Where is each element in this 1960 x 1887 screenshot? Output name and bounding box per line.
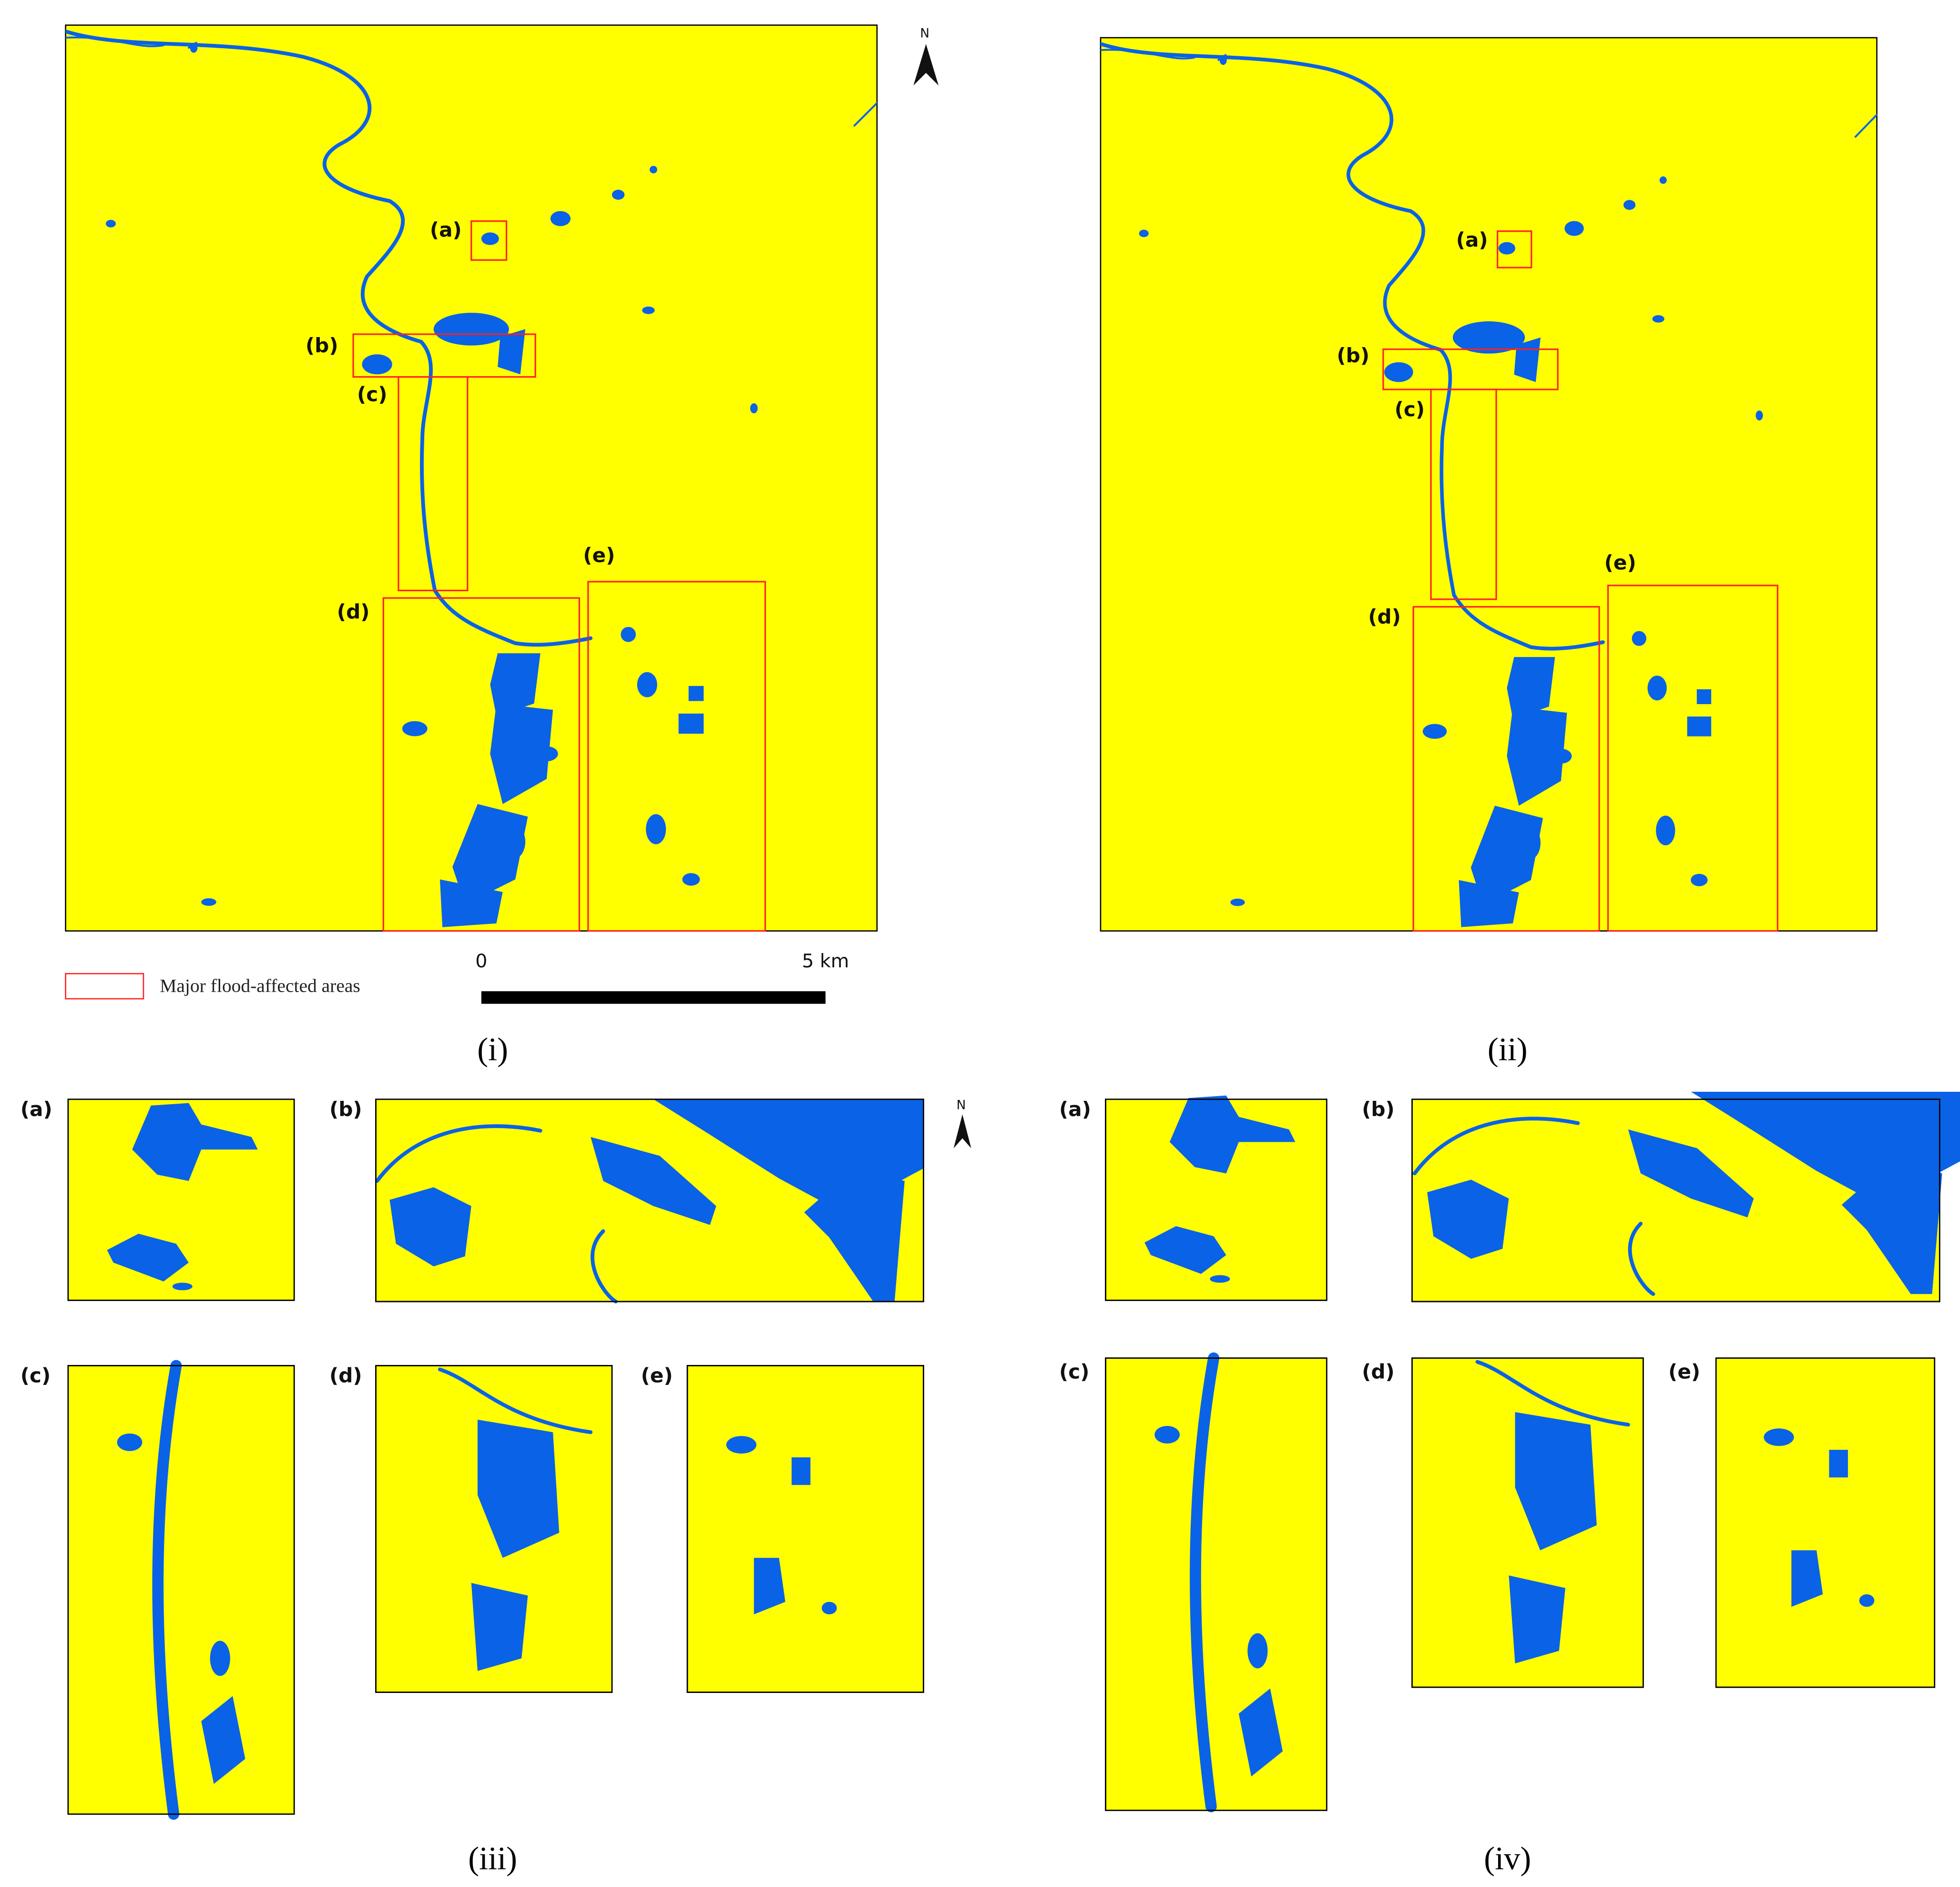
inset-map <box>67 1365 295 1815</box>
box-label: (b) <box>306 334 338 357</box>
panel-iii: (a) (b) (c) (d) (e) N (iii) <box>20 1097 971 1877</box>
panel-caption: (ii) <box>1488 1031 1528 1067</box>
box-label: (e) <box>1604 551 1636 574</box>
panel-caption: (iii) <box>468 1840 517 1877</box>
inset-label: (b) <box>329 1097 362 1121</box>
box-label: (e) <box>583 544 615 567</box>
area-box <box>470 220 508 261</box>
inset-label: (c) <box>20 1364 51 1387</box>
panel-ii: (a) (b) (c) (d) (e) (ii) <box>1100 37 1878 1067</box>
area-box <box>398 376 469 592</box>
scale-label: 0 <box>475 950 487 972</box>
inset-map <box>686 1365 924 1693</box>
box-label: (c) <box>357 383 388 406</box>
inset-label: (e) <box>1668 1360 1700 1384</box>
north-label: N <box>957 1098 966 1112</box>
box-label: (d) <box>1368 605 1401 628</box>
inset-label: (e) <box>641 1364 673 1387</box>
panel-caption: (i) <box>477 1031 508 1067</box>
inset-map <box>1715 1357 1936 1688</box>
inset-label: (b) <box>1362 1097 1395 1121</box>
north-arrow <box>953 1114 971 1149</box>
inset-label: (c) <box>1059 1360 1090 1384</box>
inset-frame <box>1411 1098 1940 1302</box>
box-label: (c) <box>1395 398 1425 421</box>
inset-frame <box>1105 1098 1327 1301</box>
inset-frame <box>1715 1357 1936 1688</box>
box-label: (b) <box>1337 344 1369 367</box>
box-label: (a) <box>1456 228 1488 251</box>
scale-label: 5 km <box>802 950 849 972</box>
panel-iv: (a) (b) (c) (d) (e) (iv) <box>1059 1092 1960 1877</box>
area-box <box>1607 585 1778 932</box>
legend-label: Major flood-affected areas <box>160 975 360 996</box>
area-box <box>382 597 580 932</box>
box-label: (d) <box>337 600 370 623</box>
north-label: N <box>920 27 929 41</box>
inset-frame <box>1105 1357 1327 1811</box>
area-box <box>1497 230 1532 268</box>
north-arrow <box>913 44 939 86</box>
panel-i: (a) (b) (c) (d) (e) N Major flood-affect… <box>65 24 939 1067</box>
box-label: (a) <box>430 218 462 241</box>
inset-label: (d) <box>1362 1360 1395 1384</box>
inset-map <box>1105 1357 1327 1811</box>
inset-frame <box>686 1365 924 1693</box>
area-box <box>1430 389 1497 600</box>
inset-label: (d) <box>329 1364 362 1387</box>
panel-caption: (iv) <box>1484 1840 1531 1877</box>
inset-frame <box>375 1365 613 1693</box>
inset-label: (a) <box>1059 1097 1091 1121</box>
flood-map <box>65 24 878 932</box>
inset-frame <box>1411 1357 1644 1688</box>
scale-bar <box>481 991 826 1004</box>
inset-frame <box>67 1365 295 1815</box>
flood-map <box>1100 37 1878 932</box>
inset-label: (a) <box>20 1097 52 1121</box>
inset-frame <box>375 1098 924 1302</box>
area-box <box>587 581 766 932</box>
area-box <box>1412 606 1600 932</box>
legend-swatch <box>65 973 144 1000</box>
inset-frame <box>67 1098 295 1301</box>
